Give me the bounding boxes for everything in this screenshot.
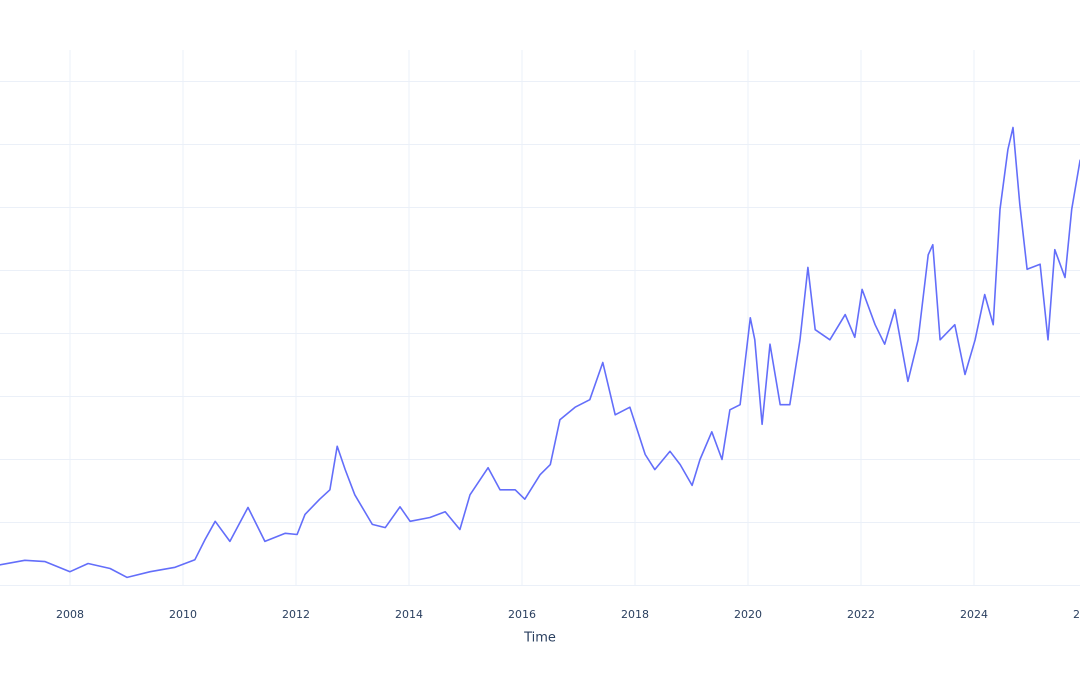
x-tick-label: 2026 xyxy=(1073,608,1080,621)
x-tick-label: 2010 xyxy=(169,608,197,621)
x-tick-label: 2014 xyxy=(395,608,423,621)
x-axis-title: Time xyxy=(523,631,556,646)
x-tick-label: 2012 xyxy=(282,608,310,621)
x-tick-label: 2016 xyxy=(508,608,536,621)
plot-area xyxy=(0,50,1080,587)
data-line xyxy=(0,126,1080,579)
x-tick-label: 2008 xyxy=(56,608,84,621)
x-tick-label: 2018 xyxy=(621,608,649,621)
x-tick-label: 2024 xyxy=(960,608,988,621)
x-tick-label: 2022 xyxy=(847,608,875,621)
x-tick-label: 2020 xyxy=(734,608,762,621)
